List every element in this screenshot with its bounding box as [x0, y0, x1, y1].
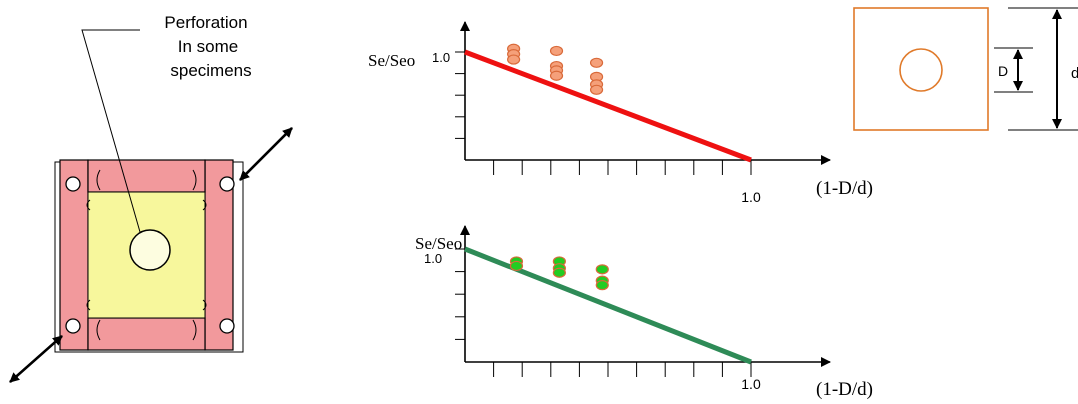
dim-d-label: d: [1071, 65, 1078, 82]
chart-top-trend-line: [464, 49, 752, 163]
chart-bottom: Se/Seo 1.0 1.0 (1-D/d): [415, 225, 873, 400]
perforation-hole: [129, 229, 171, 271]
chart-top-data-point: [589, 84, 604, 95]
chart-bottom-points: [509, 256, 609, 291]
chart-top-xlabel: (1-D/d): [816, 178, 873, 199]
chart-bottom-data-point: [552, 267, 566, 278]
geometry-detail: D d: [853, 7, 1078, 131]
callout-text-line3: specimens: [170, 61, 251, 80]
hole-outline: [899, 48, 943, 92]
chart-top: Se/Seo 1.0 1.0 (1-D/d): [368, 21, 873, 205]
weld-mark: [202, 199, 207, 211]
load-arrow: [239, 127, 293, 181]
weld-mark: [86, 199, 91, 211]
chart-bottom-y-ticks: [455, 248, 465, 340]
specimen-diagram: [9, 29, 293, 383]
chart-bottom-x-ticks: [493, 362, 752, 377]
chart-top-ylabel: Se/Seo: [368, 51, 415, 70]
frame-bar-right: [204, 159, 234, 351]
pin-hole: [65, 176, 81, 192]
chart-top-points: [507, 43, 604, 95]
frame-bar-bottom: [87, 317, 206, 351]
chart-bottom-ylabel: Se/Seo: [415, 234, 462, 253]
chart-top-y-tick-label: 1.0: [432, 50, 450, 65]
chart-bottom-data-point: [595, 264, 609, 275]
frame-bar-left: [59, 159, 89, 351]
chart-top-x-tick-label: 1.0: [741, 189, 761, 205]
weld-mark: [96, 169, 101, 191]
callout-text-line2: In some: [178, 37, 238, 56]
pin-hole: [65, 318, 81, 334]
pin-hole: [219, 176, 235, 192]
callout-text-line1: Perforation: [164, 13, 247, 32]
weld-mark: [96, 319, 101, 341]
chart-bottom-data-point: [509, 260, 524, 272]
load-arrow: [9, 335, 63, 383]
chart-top-data-point: [549, 70, 564, 81]
chart-bottom-y-tick-label: 1.0: [424, 251, 442, 266]
weld-mark: [192, 169, 197, 191]
chart-top-data-point: [549, 45, 564, 57]
callout-leader: [81, 29, 141, 233]
chart-top-data-point: [507, 54, 521, 65]
chart-top-x-ticks: [493, 160, 752, 175]
chart-bottom-trend-line: [464, 246, 752, 365]
chart-bottom-x-tick-label: 1.0: [741, 376, 761, 392]
dim-D-label: D: [998, 63, 1008, 79]
chart-top-y-ticks: [455, 51, 465, 139]
chart-top-data-point: [589, 57, 604, 68]
chart-bottom-data-point: [595, 280, 609, 291]
pin-hole: [219, 318, 235, 334]
weld-mark: [202, 299, 207, 311]
weld-mark: [192, 319, 197, 341]
frame-bar-top: [87, 159, 206, 193]
weld-mark: [86, 299, 91, 311]
chart-bottom-xlabel: (1-D/d): [816, 379, 873, 400]
